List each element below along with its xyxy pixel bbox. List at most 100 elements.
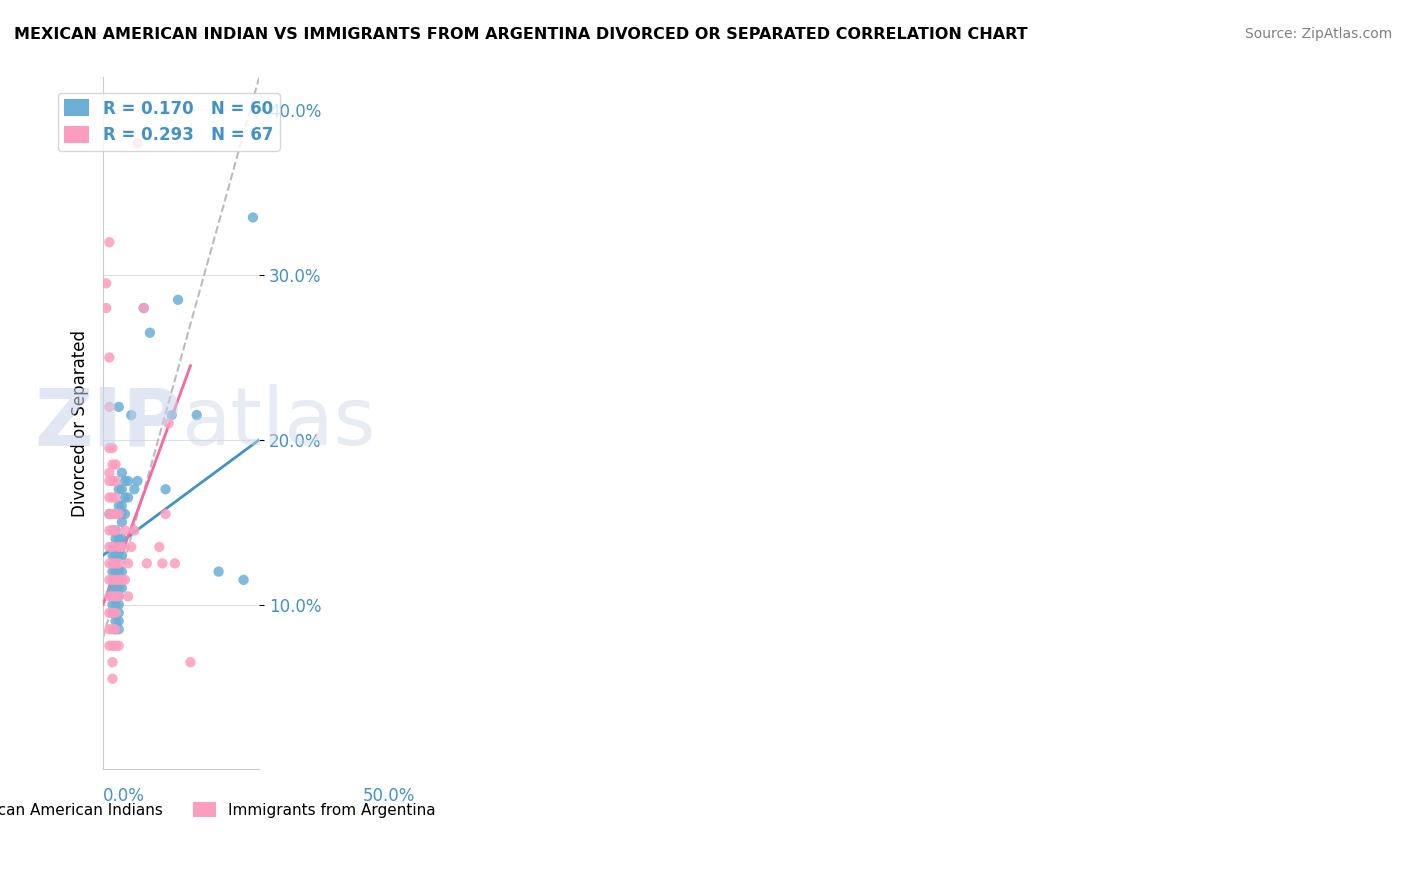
Point: [107, 581, 129, 595]
Point: [98, 524, 121, 538]
Text: 0.0%: 0.0%: [103, 787, 145, 805]
Point: [107, 590, 129, 604]
Point: [124, 483, 146, 497]
Point: [179, 655, 201, 669]
Point: [98, 491, 121, 505]
Point: [107, 507, 129, 521]
Point: [232, 573, 254, 587]
Point: [107, 606, 129, 620]
Legend: Mexican American Indians, Immigrants from Argentina: Mexican American Indians, Immigrants fro…: [0, 796, 441, 824]
Point: [98, 622, 121, 636]
Point: [104, 573, 127, 587]
Point: [155, 483, 177, 497]
Point: [104, 491, 127, 505]
Text: 50.0%: 50.0%: [363, 787, 415, 805]
Point: [107, 532, 129, 546]
Point: [111, 499, 134, 513]
Point: [104, 524, 127, 538]
Point: [111, 515, 134, 529]
Point: [163, 557, 186, 571]
Point: [117, 557, 139, 571]
Point: [101, 540, 124, 554]
Point: [117, 474, 139, 488]
Point: [111, 573, 134, 587]
Point: [101, 639, 124, 653]
Point: [127, 136, 149, 151]
Point: [101, 598, 124, 612]
Point: [101, 557, 124, 571]
Point: [107, 622, 129, 636]
Point: [101, 590, 124, 604]
Point: [104, 598, 127, 612]
Point: [104, 548, 127, 562]
Point: [101, 606, 124, 620]
Point: [104, 639, 127, 653]
Point: [107, 557, 129, 571]
Point: [111, 565, 134, 579]
Point: [120, 408, 142, 422]
Point: [104, 573, 127, 587]
Point: [127, 474, 149, 488]
Point: [98, 606, 121, 620]
Point: [152, 557, 174, 571]
Text: atlas: atlas: [181, 384, 375, 462]
Point: [101, 524, 124, 538]
Point: [101, 573, 124, 587]
Point: [117, 491, 139, 505]
Point: [98, 590, 121, 604]
Point: [107, 499, 129, 513]
Point: [101, 491, 124, 505]
Point: [107, 590, 129, 604]
Point: [101, 474, 124, 488]
Point: [139, 326, 162, 340]
Point: [101, 441, 124, 455]
Point: [101, 581, 124, 595]
Point: [114, 507, 136, 521]
Point: [104, 622, 127, 636]
Point: [98, 235, 121, 249]
Point: [111, 466, 134, 480]
Point: [98, 351, 121, 365]
Point: [101, 524, 124, 538]
Point: [104, 590, 127, 604]
Point: [104, 474, 127, 488]
Point: [107, 565, 129, 579]
Point: [101, 507, 124, 521]
Point: [104, 507, 127, 521]
Point: [132, 301, 155, 315]
Point: [107, 614, 129, 628]
Point: [104, 557, 127, 571]
Text: ZIP: ZIP: [34, 384, 181, 462]
Point: [104, 581, 127, 595]
Point: [101, 672, 124, 686]
Point: [104, 622, 127, 636]
Point: [101, 458, 124, 472]
Point: [107, 573, 129, 587]
Point: [98, 400, 121, 414]
Point: [98, 474, 121, 488]
Point: [111, 573, 134, 587]
Point: [124, 524, 146, 538]
Point: [104, 606, 127, 620]
Point: [104, 524, 127, 538]
Point: [111, 581, 134, 595]
Point: [98, 639, 121, 653]
Point: [167, 293, 190, 307]
Point: [111, 532, 134, 546]
Point: [104, 614, 127, 628]
Point: [101, 565, 124, 579]
Point: [96, 277, 118, 291]
Point: [101, 655, 124, 669]
Point: [114, 491, 136, 505]
Point: [107, 507, 129, 521]
Point: [117, 590, 139, 604]
Point: [96, 301, 118, 315]
Point: [111, 507, 134, 521]
Point: [104, 590, 127, 604]
Point: [107, 483, 129, 497]
Point: [114, 573, 136, 587]
Point: [111, 483, 134, 497]
Point: [148, 540, 170, 554]
Point: [101, 548, 124, 562]
Point: [114, 524, 136, 538]
